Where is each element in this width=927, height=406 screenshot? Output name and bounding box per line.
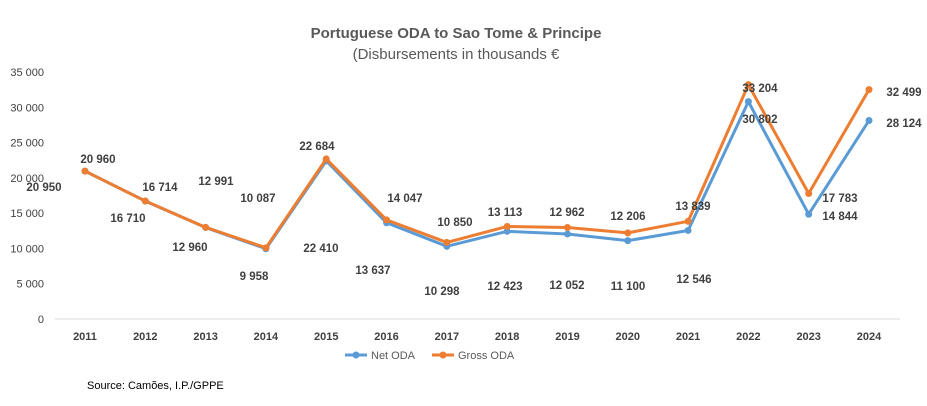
legend-label: Gross ODA bbox=[458, 350, 515, 362]
data-point bbox=[81, 167, 89, 175]
data-point bbox=[865, 86, 873, 94]
legend-label: Net ODA bbox=[371, 350, 416, 362]
data-label: 13 113 bbox=[488, 207, 523, 219]
data-label: 14 844 bbox=[822, 211, 858, 223]
x-tick-label: 2021 bbox=[676, 331, 700, 343]
y-tick-label: 10 000 bbox=[10, 243, 44, 255]
x-tick-label: 2015 bbox=[314, 331, 338, 343]
y-tick-label: 25 000 bbox=[10, 138, 44, 150]
legend-marker bbox=[439, 351, 447, 359]
data-label: 10 850 bbox=[437, 217, 472, 229]
data-point bbox=[443, 238, 451, 246]
data-point bbox=[624, 229, 632, 237]
data-label: 10 087 bbox=[240, 193, 275, 205]
data-label: 30 802 bbox=[742, 114, 777, 126]
source-note: Source: Camões, I.P./GPPE bbox=[87, 380, 224, 392]
data-label: 32 499 bbox=[886, 87, 921, 99]
data-label: 12 546 bbox=[676, 274, 711, 286]
y-tick-label: 15 000 bbox=[10, 208, 44, 220]
data-label: 20 960 bbox=[80, 154, 115, 166]
data-label: 13 839 bbox=[675, 201, 710, 213]
data-label: 10 298 bbox=[424, 286, 460, 298]
data-label: 13 637 bbox=[355, 265, 390, 277]
data-label: 17 783 bbox=[822, 193, 857, 205]
x-tick-label: 2013 bbox=[193, 331, 217, 343]
series-line-1 bbox=[84, 83, 871, 250]
y-tick-label: 0 bbox=[38, 314, 44, 326]
data-point bbox=[503, 227, 511, 235]
data-point bbox=[141, 197, 149, 205]
data-point bbox=[684, 217, 692, 225]
data-point bbox=[744, 98, 752, 106]
data-point bbox=[805, 210, 813, 218]
data-point bbox=[805, 190, 813, 198]
data-point bbox=[503, 222, 511, 230]
y-tick-label: 20 000 bbox=[10, 173, 44, 185]
data-label: 12 423 bbox=[487, 281, 522, 293]
data-label: 22 684 bbox=[299, 141, 335, 153]
data-point bbox=[563, 230, 571, 238]
data-label: 16 710 bbox=[110, 213, 145, 225]
x-tick-label: 2023 bbox=[796, 331, 820, 343]
data-point bbox=[865, 117, 873, 125]
data-label: 12 960 bbox=[172, 242, 207, 254]
x-tick-label: 2016 bbox=[374, 331, 398, 343]
data-label: 14 047 bbox=[387, 193, 422, 205]
x-tick-label: 2018 bbox=[495, 331, 519, 343]
data-label: 12 962 bbox=[549, 207, 584, 219]
data-label: 12 052 bbox=[549, 280, 584, 292]
data-label: 12 206 bbox=[610, 211, 645, 223]
x-tick-label: 2017 bbox=[435, 331, 459, 343]
x-tick-label: 2022 bbox=[736, 331, 760, 343]
y-tick-label: 30 000 bbox=[10, 102, 44, 114]
data-label: 9 958 bbox=[240, 271, 269, 283]
data-label: 12 991 bbox=[198, 176, 234, 188]
data-point bbox=[563, 224, 571, 232]
data-label: 33 204 bbox=[742, 83, 778, 95]
data-point bbox=[322, 155, 330, 163]
data-point bbox=[744, 81, 752, 89]
x-tick-label: 2014 bbox=[254, 331, 279, 343]
legend-marker bbox=[352, 351, 360, 359]
x-tick-label: 2019 bbox=[555, 331, 579, 343]
data-label: 16 714 bbox=[142, 182, 178, 194]
x-tick-label: 2024 bbox=[857, 331, 882, 343]
data-label: 28 124 bbox=[886, 118, 922, 130]
x-tick-label: 2020 bbox=[616, 331, 640, 343]
y-tick-label: 5 000 bbox=[16, 279, 44, 291]
data-label: 11 100 bbox=[611, 281, 646, 293]
chart-subtitle: (Disbursements in thousands € bbox=[353, 46, 560, 63]
x-tick-label: 2011 bbox=[73, 331, 97, 343]
chart-title: Portuguese ODA to Sao Tome & Principe bbox=[311, 25, 602, 42]
y-tick-label: 35 000 bbox=[10, 67, 44, 79]
data-point bbox=[624, 237, 632, 245]
data-point bbox=[262, 244, 270, 252]
data-label: 20 950 bbox=[26, 182, 61, 194]
x-tick-label: 2012 bbox=[133, 331, 157, 343]
data-label: 22 410 bbox=[303, 243, 338, 255]
data-point bbox=[684, 226, 692, 234]
data-point bbox=[202, 223, 210, 231]
data-point bbox=[383, 216, 391, 224]
